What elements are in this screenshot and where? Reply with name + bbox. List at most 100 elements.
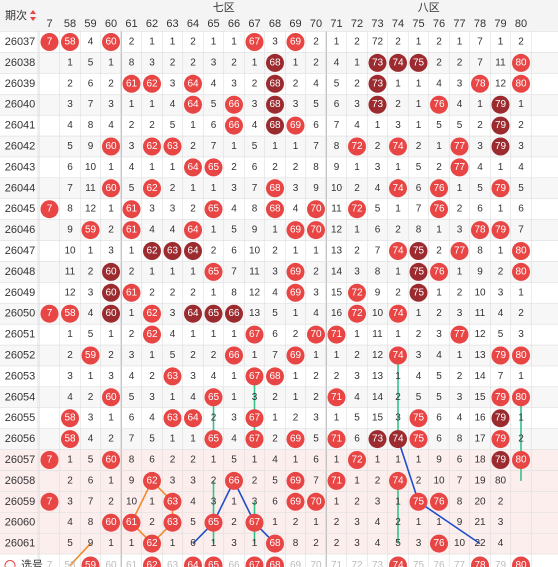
miss-count: 8 bbox=[88, 517, 94, 528]
drawn-ball bbox=[327, 471, 346, 490]
select-number[interactable]: 74 bbox=[392, 560, 404, 567]
ball-number: 69 bbox=[290, 266, 302, 277]
select-number[interactable]: 67 bbox=[249, 560, 261, 567]
miss-count: 1 bbox=[272, 413, 278, 424]
ball-number: 69 bbox=[290, 496, 302, 507]
ball-number: 80 bbox=[515, 350, 527, 361]
select-number[interactable]: 65 bbox=[208, 560, 220, 567]
miss-count: 2 bbox=[88, 392, 94, 403]
miss-count: 1 bbox=[252, 455, 258, 466]
select-ball[interactable] bbox=[471, 556, 489, 567]
ball-number: 79 bbox=[495, 99, 507, 110]
select-ball[interactable] bbox=[143, 556, 161, 567]
select-number[interactable]: 61 bbox=[126, 560, 138, 567]
miss-count: 1 bbox=[313, 350, 319, 361]
miss-count: 20 bbox=[474, 496, 486, 507]
column-number: 64 bbox=[187, 18, 199, 30]
drawn-ball bbox=[143, 325, 161, 344]
select-number[interactable]: 62 bbox=[146, 560, 158, 567]
drawn-ball bbox=[163, 367, 182, 386]
miss-count: 12 bbox=[85, 204, 97, 215]
select-ball[interactable] bbox=[184, 556, 202, 567]
issue-number: 26037 bbox=[5, 36, 36, 48]
ball-number: 74 bbox=[392, 475, 404, 486]
miss-count: 2 bbox=[395, 392, 401, 403]
miss-count: 10 bbox=[126, 496, 138, 507]
miss-count: 2 bbox=[108, 496, 114, 507]
miss-count: 17 bbox=[474, 434, 486, 445]
drawn-ball bbox=[491, 179, 510, 198]
miss-count: 2 bbox=[252, 475, 258, 486]
issue-number: 26046 bbox=[5, 224, 36, 236]
select-ball[interactable] bbox=[389, 556, 407, 567]
drawn-ball bbox=[40, 33, 59, 51]
miss-count: 12 bbox=[64, 287, 76, 298]
sort-down-icon[interactable] bbox=[30, 17, 36, 21]
select-number[interactable]: 63 bbox=[167, 560, 179, 567]
select-row[interactable]: 选号 7 58 59 60 61 62 63 64 65 66 67 68 69 70 71 72 73 74 75 7… bbox=[4, 556, 530, 567]
miss-count: 1 bbox=[395, 329, 401, 340]
miss-count: 16 bbox=[474, 413, 486, 424]
miss-count: 5 bbox=[129, 392, 135, 403]
miss-count: 3 bbox=[231, 183, 237, 194]
miss-count: 2 bbox=[108, 434, 114, 445]
select-number[interactable]: 66 bbox=[228, 560, 240, 567]
select-ball[interactable] bbox=[512, 556, 530, 567]
select-number[interactable]: 70 bbox=[310, 560, 322, 567]
drawn-ball bbox=[163, 409, 182, 428]
miss-count: 2 bbox=[170, 287, 176, 298]
select-number[interactable]: 58 bbox=[64, 560, 76, 567]
select-ball[interactable] bbox=[245, 556, 264, 567]
miss-count: 8 bbox=[457, 434, 463, 445]
miss-count: 1 bbox=[190, 183, 196, 194]
miss-count: 4 bbox=[231, 434, 237, 445]
select-number[interactable]: 7 bbox=[47, 560, 53, 567]
miss-count: 1 bbox=[395, 162, 401, 173]
miss-count: 2 bbox=[129, 120, 135, 131]
miss-count: 2 bbox=[170, 57, 176, 68]
miss-count: 4 bbox=[313, 308, 319, 319]
select-number[interactable]: 76 bbox=[433, 560, 445, 567]
ball-number: 80 bbox=[515, 246, 527, 257]
select-number[interactable]: 77 bbox=[454, 560, 466, 567]
miss-count: 1 bbox=[436, 517, 442, 528]
miss-count: 5 bbox=[88, 455, 94, 466]
issue-column-header[interactable]: 期次 bbox=[5, 8, 27, 22]
miss-count: 2 bbox=[67, 350, 73, 361]
miss-count: 5 bbox=[395, 538, 401, 549]
ball-number: 72 bbox=[351, 455, 363, 466]
select-number[interactable]: 73 bbox=[372, 560, 384, 567]
select-number[interactable]: 60 bbox=[105, 560, 117, 567]
miss-count: 7 bbox=[477, 57, 483, 68]
issue-number: 26039 bbox=[5, 78, 36, 90]
ball-number: 60 bbox=[105, 183, 117, 194]
select-number[interactable]: 75 bbox=[413, 560, 425, 567]
select-number[interactable]: 59 bbox=[85, 560, 97, 567]
sort-up-icon[interactable] bbox=[30, 10, 36, 14]
ball-number: 79 bbox=[495, 183, 507, 194]
miss-count: 3 bbox=[108, 246, 114, 257]
select-number[interactable]: 79 bbox=[495, 560, 507, 567]
miss-count: 14 bbox=[372, 392, 384, 403]
select-number[interactable]: 78 bbox=[474, 560, 486, 567]
select-number[interactable]: 80 bbox=[515, 560, 527, 567]
column-number: 67 bbox=[248, 18, 260, 30]
issue-number: 26052 bbox=[5, 350, 36, 362]
miss-count: 1 bbox=[313, 517, 319, 528]
select-number[interactable]: 72 bbox=[351, 560, 363, 567]
select-ball[interactable] bbox=[81, 556, 100, 567]
select-ball[interactable] bbox=[266, 556, 284, 567]
select-number[interactable]: 71 bbox=[331, 560, 343, 567]
select-radio-icon[interactable] bbox=[4, 560, 16, 567]
select-ball[interactable] bbox=[204, 556, 223, 567]
select-number[interactable]: 69 bbox=[290, 560, 302, 567]
select-label[interactable]: 选号 bbox=[21, 559, 43, 567]
select-number[interactable]: 64 bbox=[187, 560, 199, 567]
drawn-ball bbox=[491, 430, 510, 449]
select-number[interactable]: 68 bbox=[269, 560, 281, 567]
ball-number: 68 bbox=[269, 538, 281, 549]
miss-count: 13 bbox=[474, 350, 486, 361]
miss-count: 8 bbox=[129, 455, 135, 466]
ball-number: 65 bbox=[208, 434, 220, 445]
miss-count: 1 bbox=[395, 371, 401, 382]
